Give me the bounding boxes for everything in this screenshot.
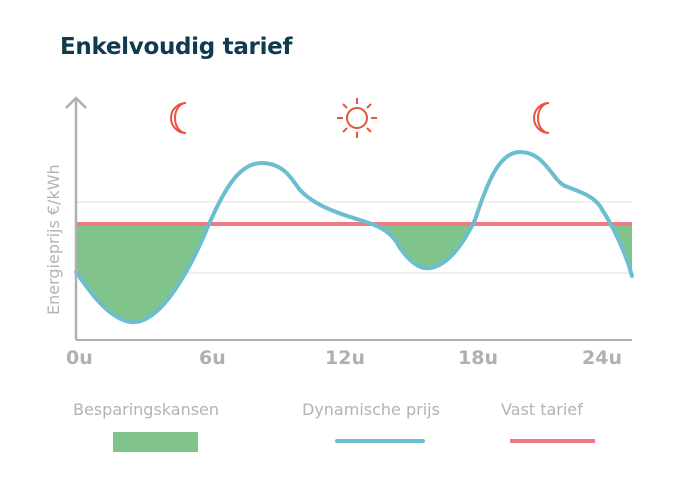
legend-label-savings: Besparingskansen [73, 400, 220, 419]
x-tick-24: 24u [582, 347, 622, 369]
x-tick-12: 12u [325, 347, 365, 369]
legend-swatch-savings [113, 432, 198, 452]
savings-area [76, 224, 632, 323]
dynamic-price-line [74, 149, 634, 325]
chart-title: Enkelvoudig tarief [60, 34, 293, 60]
x-tick-18: 18u [458, 347, 498, 369]
moon-icon [533, 102, 550, 134]
legend-label-dynamic: Dynamische prijs [302, 400, 440, 419]
moon-icon [170, 102, 187, 134]
x-tick-6: 6u [199, 347, 226, 369]
sun-icon [337, 98, 377, 138]
x-tick-0: 0u [66, 347, 93, 369]
legend-label-fixed: Vast tarief [501, 400, 583, 419]
y-axis-arrow-icon [65, 96, 87, 109]
